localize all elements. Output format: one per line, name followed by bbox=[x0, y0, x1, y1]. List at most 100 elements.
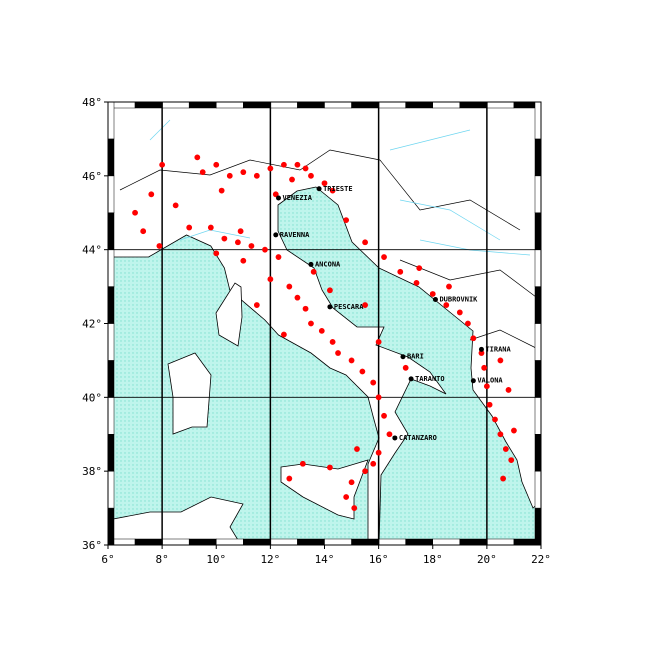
frame-band bbox=[432, 538, 461, 546]
x-tick-label: 20° bbox=[477, 553, 497, 566]
frame-band bbox=[534, 323, 542, 361]
earthquake bbox=[375, 339, 382, 345]
y-tick-label: 44° bbox=[82, 244, 102, 257]
earthquake bbox=[226, 172, 233, 179]
earthquake bbox=[286, 475, 293, 482]
earthquake bbox=[140, 228, 147, 235]
earthquake bbox=[481, 364, 488, 371]
earthquake bbox=[492, 416, 498, 423]
frame-band bbox=[534, 212, 542, 250]
earthquake bbox=[302, 305, 309, 312]
city-marker bbox=[432, 297, 438, 303]
frame-band bbox=[324, 538, 352, 546]
city-label: VALONA bbox=[477, 377, 503, 385]
corsica bbox=[215, 282, 243, 347]
frame-band bbox=[534, 138, 542, 177]
earthquake bbox=[508, 457, 515, 463]
frame-band bbox=[459, 101, 488, 109]
earthquake bbox=[318, 327, 325, 334]
earthquake bbox=[253, 172, 260, 179]
earthquake bbox=[299, 460, 306, 467]
earthquake bbox=[302, 165, 309, 172]
city-marker bbox=[470, 378, 476, 384]
earthquake bbox=[348, 357, 355, 364]
frame-band bbox=[216, 538, 244, 546]
y-tick-label: 38° bbox=[82, 465, 102, 478]
earthquake bbox=[354, 446, 360, 452]
earthquake bbox=[262, 246, 268, 253]
frame-band bbox=[134, 538, 163, 546]
earthquake bbox=[327, 287, 333, 294]
earthquake bbox=[402, 364, 409, 371]
earthquake bbox=[267, 165, 274, 172]
earthquake bbox=[362, 468, 368, 475]
earthquake bbox=[348, 479, 355, 486]
frame-band bbox=[459, 538, 488, 546]
earthquake bbox=[505, 387, 512, 393]
earthquake bbox=[240, 257, 247, 264]
frame-band bbox=[534, 434, 542, 472]
y-tick-label: 48° bbox=[82, 96, 102, 109]
earthquake bbox=[253, 302, 260, 308]
x-tick-label: 10° bbox=[206, 553, 226, 566]
frame-band bbox=[534, 507, 542, 546]
frame-band bbox=[534, 470, 542, 509]
earthquake bbox=[148, 191, 155, 198]
earthquake bbox=[194, 154, 201, 161]
frame-band bbox=[378, 101, 406, 109]
frame-band bbox=[270, 538, 298, 546]
earthquake bbox=[308, 172, 314, 179]
city-marker bbox=[408, 376, 414, 382]
frame-band bbox=[107, 507, 115, 546]
earthquake bbox=[308, 320, 314, 327]
earthquake bbox=[321, 180, 328, 187]
borders bbox=[119, 149, 541, 351]
earthquake bbox=[381, 412, 387, 419]
overlay: 6° 8° 10° 12° 14° 16° 18° 20° 22° 36° 38° 40° 42° 44°… bbox=[82, 96, 551, 566]
earthquake bbox=[511, 427, 517, 434]
earthquake bbox=[294, 161, 301, 168]
earthquake bbox=[502, 446, 509, 452]
frame-band bbox=[188, 101, 217, 109]
city-label: TRIESTE bbox=[323, 185, 353, 193]
frame-band bbox=[107, 397, 115, 435]
frame-band bbox=[243, 538, 271, 546]
earthquake bbox=[465, 320, 471, 327]
earthquake bbox=[213, 161, 220, 168]
earthquake bbox=[486, 401, 493, 408]
x-tick-label: 14° bbox=[315, 553, 335, 566]
earthquake bbox=[213, 250, 220, 257]
earthquake bbox=[343, 494, 350, 500]
frame-band bbox=[107, 212, 115, 250]
x-tick-label: 12° bbox=[260, 553, 280, 566]
city-label: DUBROVNIK bbox=[439, 296, 478, 304]
frame-band bbox=[297, 538, 325, 546]
earthquake bbox=[343, 217, 350, 224]
earthquake bbox=[172, 202, 179, 209]
city-marker bbox=[392, 435, 398, 441]
earthquake bbox=[237, 228, 244, 235]
frame-band bbox=[432, 101, 461, 109]
frame-band bbox=[534, 286, 542, 324]
earthquake bbox=[218, 187, 225, 194]
earthquake bbox=[483, 383, 490, 390]
earthquake bbox=[351, 505, 358, 511]
city-marker bbox=[275, 195, 281, 201]
earthquake bbox=[362, 302, 368, 308]
frame-band bbox=[324, 101, 352, 109]
city-marker bbox=[273, 232, 279, 238]
x-tick-label: 16° bbox=[369, 553, 389, 566]
frame-band bbox=[107, 101, 115, 140]
earthquake bbox=[272, 191, 279, 198]
city-label: ANCONA bbox=[315, 260, 341, 268]
earthquake bbox=[370, 379, 377, 386]
y-tick-label: 42° bbox=[82, 318, 102, 331]
adriatic-ionian-sea bbox=[277, 186, 541, 545]
earthquake bbox=[329, 339, 336, 345]
x-tick-label: 22° bbox=[531, 553, 551, 566]
frame-band bbox=[107, 138, 115, 177]
frame-band bbox=[486, 101, 515, 109]
frame-band bbox=[107, 360, 115, 398]
city-label: RAVENNA bbox=[280, 231, 310, 239]
earthquake bbox=[275, 254, 282, 260]
